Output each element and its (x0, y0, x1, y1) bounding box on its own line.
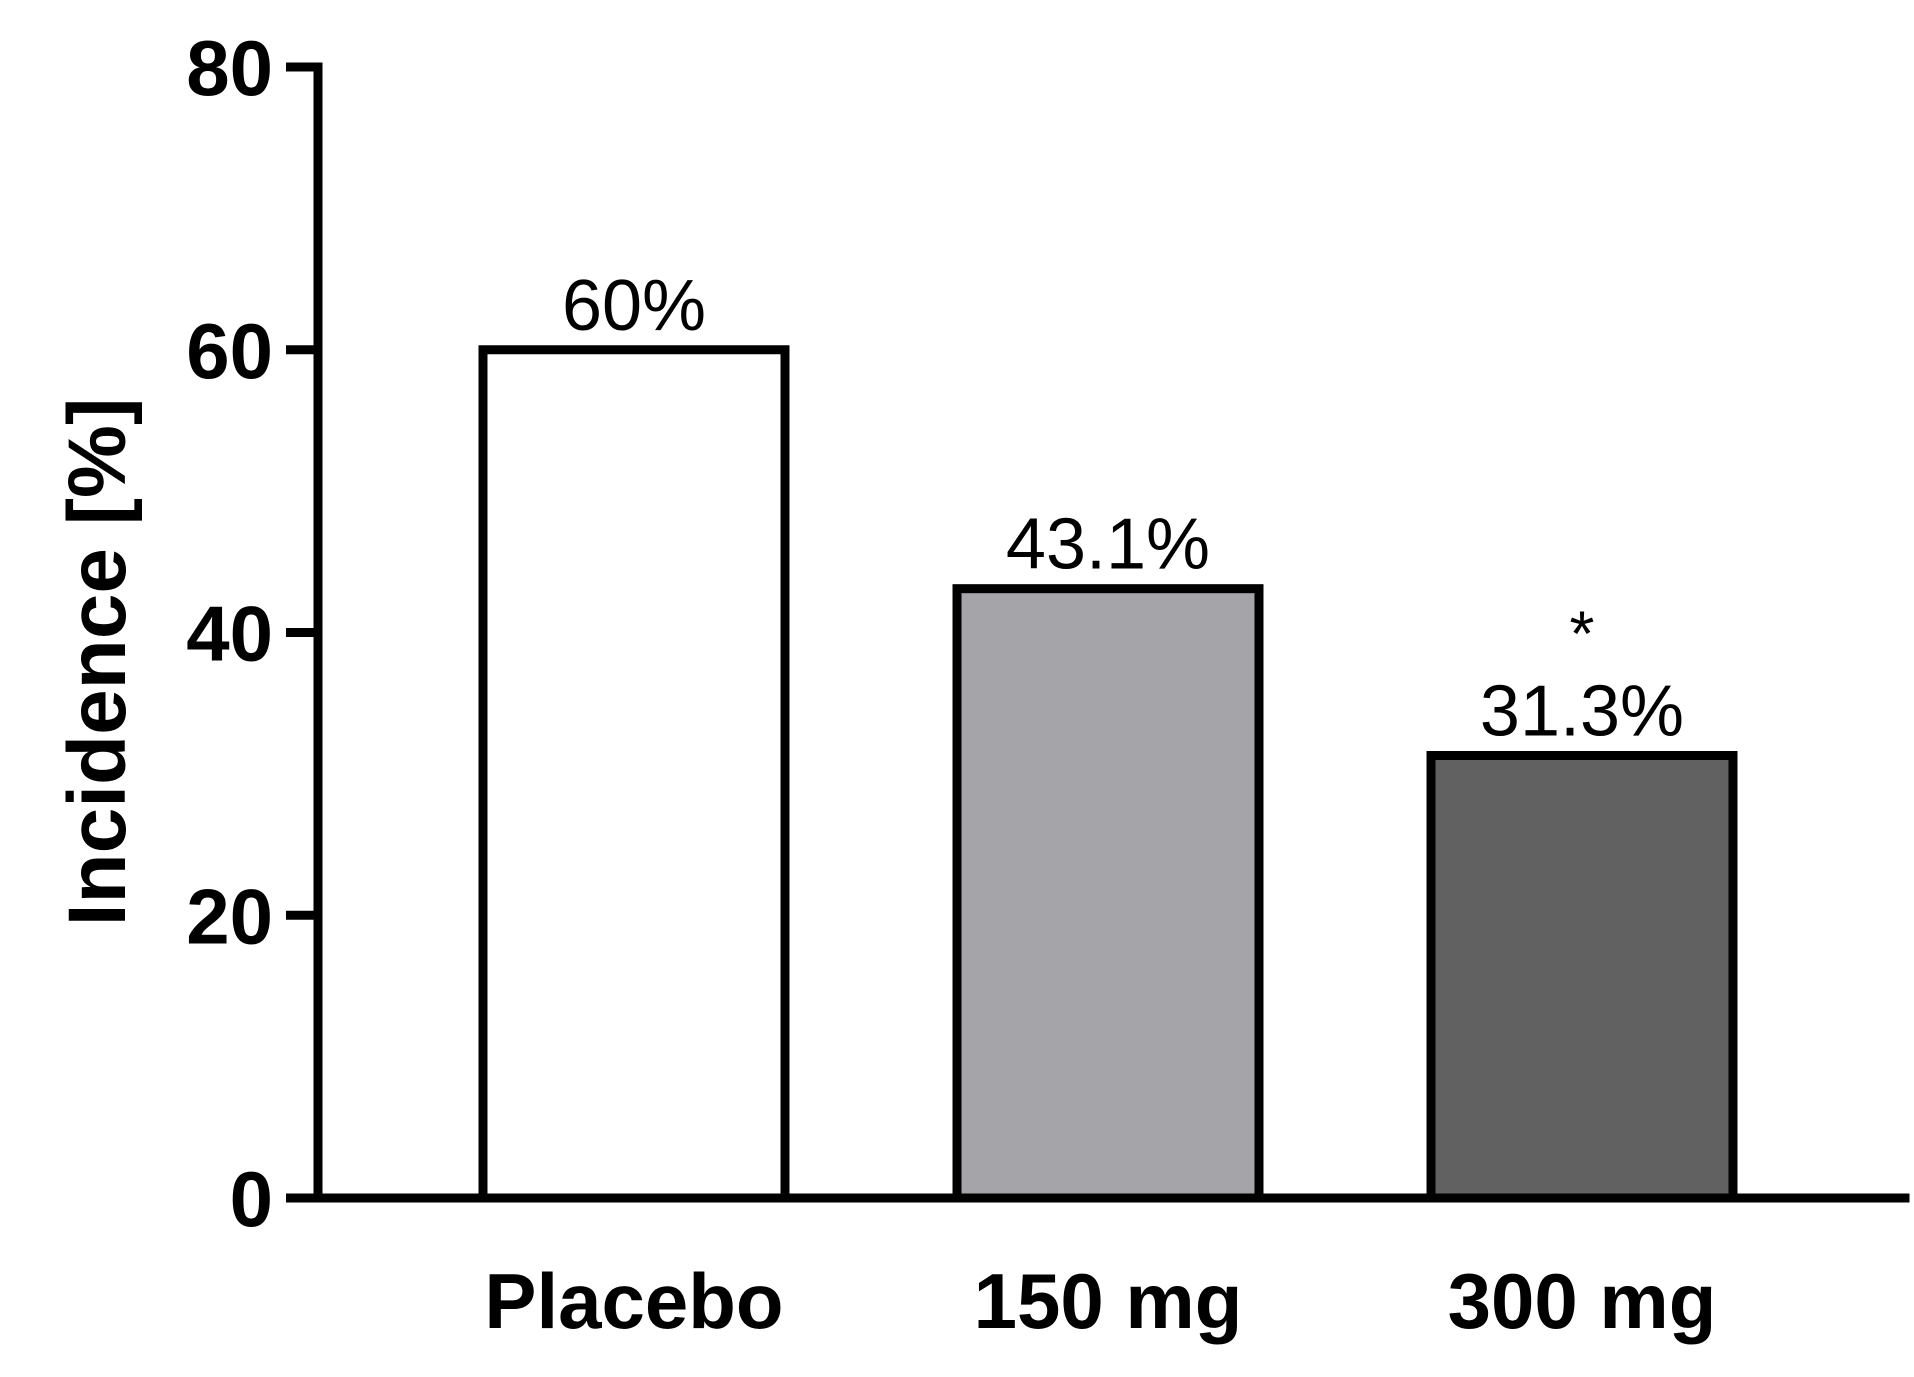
data-label: 43.1% (1006, 505, 1210, 585)
bar-300-mg (1426, 750, 1738, 1203)
axes (313, 62, 1910, 1203)
x-axis-ticks: Placebo 150 mg 300 mg (484, 1257, 1716, 1345)
x-tick-label: 150 mg (974, 1257, 1243, 1345)
data-labels: 60% 43.1% 31.3%* (562, 266, 1684, 752)
y-axis-title: Incidence [%] (52, 398, 143, 927)
bar-placebo (478, 345, 790, 1203)
y-tick-label: 80 (186, 24, 273, 112)
x-tick-label: 300 mg (1448, 1257, 1717, 1345)
y-tick-label: 0 (230, 1155, 273, 1243)
y-tick-label: 40 (186, 590, 273, 678)
bars (478, 345, 1738, 1203)
y-axis-ticks: 0 20 40 60 80 (186, 24, 318, 1243)
y-tick-label: 20 (186, 872, 273, 960)
significance-mark: * (1570, 597, 1595, 669)
data-label: 60% (562, 266, 706, 346)
data-label: 31.3% (1480, 671, 1684, 751)
y-tick-label: 60 (186, 307, 273, 395)
bar-150-mg (952, 584, 1264, 1203)
x-tick-label: Placebo (484, 1257, 783, 1345)
